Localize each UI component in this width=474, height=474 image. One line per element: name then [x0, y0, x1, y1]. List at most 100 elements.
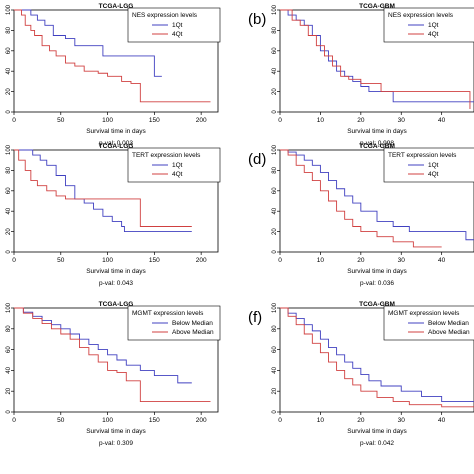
- y-tick-label: 60: [6, 346, 12, 353]
- p-value: p-val: 0.309: [99, 440, 133, 447]
- panel-label: (b): [248, 11, 266, 28]
- y-tick-label: 0: [272, 410, 278, 414]
- x-axis-label: Survival time in days: [86, 268, 146, 275]
- legend-box: [127, 305, 221, 341]
- y-tick-label: 80: [6, 325, 12, 332]
- x-tick-label: 30: [398, 117, 406, 124]
- x-tick-label: 0: [12, 117, 16, 124]
- y-tick-label: 100: [272, 302, 278, 313]
- legend-entry: 4Qt: [172, 171, 183, 178]
- legend-title: MGMT expression levels: [388, 310, 460, 317]
- x-axis-label: Survival time in days: [86, 128, 146, 135]
- y-tick-label: 40: [272, 366, 278, 373]
- x-tick-label: 100: [102, 257, 113, 264]
- y-tick-label: 40: [6, 67, 12, 74]
- panel-label: (d): [248, 151, 266, 168]
- legend-box: [127, 147, 221, 183]
- legend-box: [383, 147, 474, 183]
- y-tick-label: 80: [6, 166, 12, 173]
- y-tick-label: 60: [6, 187, 12, 194]
- km-panel: TCGA-LGG 0 20 40 60 80 100 0 50 100 150 200 Survival…: [6, 143, 221, 287]
- x-tick-label: 150: [149, 257, 160, 264]
- x-tick-label: 40: [438, 117, 446, 124]
- x-tick-label: 40: [438, 417, 446, 424]
- survival-curve: [280, 307, 474, 408]
- x-tick-label: 200: [196, 417, 207, 424]
- legend-entry: 1Qt: [428, 162, 439, 169]
- y-tick-label: 40: [272, 67, 278, 74]
- plot-frame: [13, 9, 219, 113]
- x-tick-label: 0: [12, 257, 16, 264]
- survival-curve: [280, 149, 474, 241]
- panel-title: TCGA-GBM: [359, 3, 395, 10]
- x-tick-label: 0: [12, 417, 16, 424]
- x-tick-label: 150: [149, 117, 160, 124]
- legend: TERT expression levels 1Qt 4Qt: [127, 147, 221, 183]
- legend-title: MGMT expression levels: [132, 310, 204, 317]
- panel-title: TCGA-GBM: [359, 301, 395, 308]
- y-tick-label: 0: [272, 110, 278, 114]
- x-tick-label: 10: [317, 117, 325, 124]
- legend-title: NES expression levels: [132, 12, 198, 19]
- y-tick-label: 60: [6, 47, 12, 54]
- x-tick-label: 20: [357, 417, 365, 424]
- panel-label: (f): [248, 309, 262, 326]
- km-panel: TCGA-GBM (d) 0 20 40 60 80 100 0 10 20 30 40 Survival…: [248, 143, 474, 287]
- y-tick-label: 100: [272, 144, 278, 155]
- x-tick-label: 50: [57, 417, 65, 424]
- legend-entry: Above Median: [428, 329, 470, 336]
- x-tick-label: 40: [438, 257, 446, 264]
- x-axis-label: Survival time in days: [347, 128, 407, 135]
- y-tick-label: 0: [272, 250, 278, 254]
- panel-title: TCGA-GBM: [359, 143, 395, 150]
- x-tick-label: 0: [278, 257, 282, 264]
- x-tick-label: 30: [398, 417, 406, 424]
- y-tick-label: 80: [272, 26, 278, 33]
- survival-curve: [14, 149, 192, 227]
- y-tick-label: 20: [6, 228, 12, 235]
- y-tick-label: 60: [272, 187, 278, 194]
- y-tick-label: 20: [6, 387, 12, 394]
- legend-title: TERT expression levels: [132, 152, 201, 159]
- legend: MGMT expression levels Below Median Above …: [127, 305, 221, 341]
- plot-frame: [13, 149, 219, 253]
- x-axis-label: Survival time in days: [347, 428, 407, 435]
- x-tick-label: 200: [196, 117, 207, 124]
- y-tick-label: 100: [6, 144, 12, 155]
- km-panel: TCGA-GBM (f) 0 20 40 60 80 100 0 10 20 30 40 Survival…: [248, 301, 474, 447]
- survival-curve: [14, 307, 192, 384]
- y-tick-label: 0: [6, 110, 12, 114]
- y-tick-label: 40: [6, 366, 12, 373]
- y-tick-label: 20: [272, 228, 278, 235]
- legend-entry: 4Qt: [428, 171, 439, 178]
- y-tick-label: 80: [272, 166, 278, 173]
- legend-entry: Above Median: [172, 329, 214, 336]
- plot-frame: [279, 307, 474, 413]
- y-tick-label: 40: [6, 207, 12, 214]
- legend-title: TERT expression levels: [388, 152, 457, 159]
- legend: NES expression levels 1Qt 4Qt: [127, 7, 221, 43]
- x-axis-label: Survival time in days: [86, 428, 146, 435]
- survival-curve: [280, 307, 474, 403]
- y-tick-label: 80: [272, 325, 278, 332]
- legend-entry: 1Qt: [172, 162, 183, 169]
- y-tick-label: 100: [272, 4, 278, 15]
- legend: NES expression levels 1Qt 4Qt: [383, 7, 474, 43]
- x-tick-label: 20: [357, 117, 365, 124]
- legend-box: [127, 7, 221, 43]
- survival-curve: [14, 9, 211, 103]
- x-tick-label: 200: [196, 257, 207, 264]
- y-tick-label: 20: [272, 387, 278, 394]
- plot-frame: [279, 149, 474, 253]
- km-panel: TCGA-LGG 0 20 40 60 80 100 0 50 100 150 200 Survival…: [6, 301, 221, 447]
- p-value: p-val: 0.042: [360, 440, 394, 447]
- y-tick-label: 60: [272, 47, 278, 54]
- legend-title: NES expression levels: [388, 12, 454, 19]
- y-tick-label: 40: [272, 207, 278, 214]
- p-value: p-val: 0.043: [99, 280, 133, 287]
- legend-entry: 4Qt: [428, 31, 439, 38]
- survival-curve: [14, 307, 211, 403]
- legend-entry: 4Qt: [172, 31, 183, 38]
- x-tick-label: 0: [278, 417, 282, 424]
